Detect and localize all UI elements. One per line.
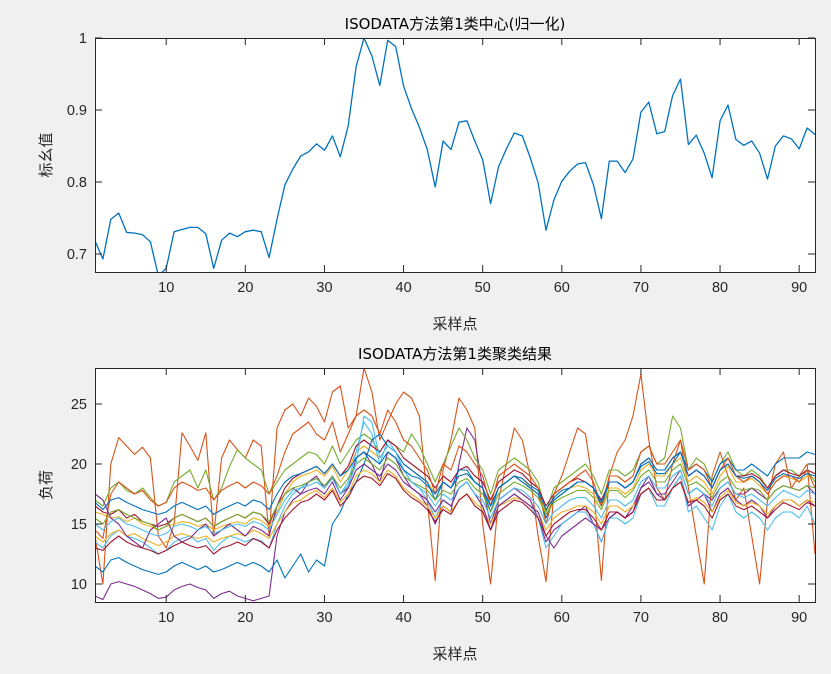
top-chart: 10 20 30 40 50 60 70 80 90 0.7 0.8 0.9 1 ISODATA方法第1… bbox=[37, 15, 816, 333]
top-y-axis-label: 标幺值 bbox=[37, 132, 55, 177]
bottom-ticks-group: 10 20 30 40 50 60 70 80 90 10 15 20 25 bbox=[71, 368, 815, 626]
bottom-chart-title: ISODATA方法第1类聚类结果 bbox=[358, 345, 552, 363]
top-x-tick-label: 60 bbox=[554, 280, 570, 296]
bottom-x-tick-label: 80 bbox=[712, 610, 728, 626]
bottom-x-tick-label: 30 bbox=[316, 610, 332, 626]
bottom-series-line-1 bbox=[95, 368, 815, 585]
bottom-series-line-13 bbox=[95, 473, 815, 555]
top-series-group bbox=[95, 38, 815, 272]
top-series-line-1 bbox=[95, 38, 815, 272]
top-y-tick-label: 0.7 bbox=[67, 247, 87, 263]
bottom-y-tick-label: 15 bbox=[71, 517, 87, 533]
bottom-x-tick-label: 90 bbox=[791, 610, 807, 626]
bottom-series-line-8 bbox=[95, 409, 815, 539]
top-x-tick-label: 90 bbox=[791, 280, 807, 296]
bottom-y-axis-label: 负荷 bbox=[37, 470, 55, 500]
bottom-x-tick-label: 40 bbox=[396, 610, 412, 626]
top-axes-frame bbox=[95, 38, 816, 273]
bottom-y-tick-label: 10 bbox=[71, 577, 87, 593]
top-chart-title: ISODATA方法第1类中心(归一化) bbox=[345, 15, 566, 33]
bottom-x-tick-label: 60 bbox=[554, 610, 570, 626]
top-x-axis-label: 采样点 bbox=[432, 315, 477, 333]
bottom-y-tick-label: 20 bbox=[71, 457, 87, 473]
bottom-axes-frame bbox=[95, 368, 816, 603]
top-x-tick-label: 50 bbox=[475, 280, 491, 296]
top-x-tick-label: 80 bbox=[712, 280, 728, 296]
bottom-series-line-14 bbox=[95, 451, 815, 515]
bottom-series-line-11 bbox=[95, 457, 815, 531]
bottom-series-line-12 bbox=[95, 415, 815, 537]
bottom-series-line-9 bbox=[95, 469, 815, 547]
top-x-tick-label: 70 bbox=[633, 280, 649, 296]
top-plot-area bbox=[95, 38, 815, 272]
top-y-tick-label: 0.8 bbox=[67, 175, 87, 191]
top-y-tick-label: 1 bbox=[79, 31, 87, 47]
bottom-series-group bbox=[95, 368, 815, 602]
bottom-x-tick-label: 50 bbox=[475, 610, 491, 626]
bottom-y-tick-label: 25 bbox=[71, 397, 87, 413]
bottom-x-axis-label: 采样点 bbox=[432, 645, 477, 663]
bottom-x-tick-label: 20 bbox=[237, 610, 253, 626]
bottom-x-tick-label: 70 bbox=[633, 610, 649, 626]
top-y-tick-label: 0.9 bbox=[67, 103, 87, 119]
top-x-tick-label: 10 bbox=[158, 280, 174, 296]
top-x-tick-label: 20 bbox=[237, 280, 253, 296]
bottom-chart: 10 20 30 40 50 60 70 80 90 10 15 20 25 ISODATA方法第1类聚… bbox=[37, 345, 816, 663]
top-ticks-group: 10 20 30 40 50 60 70 80 90 0.7 0.8 0.9 1 bbox=[67, 31, 815, 296]
top-x-tick-label: 40 bbox=[396, 280, 412, 296]
top-x-tick-label: 30 bbox=[316, 280, 332, 296]
bottom-x-tick-label: 10 bbox=[158, 610, 174, 626]
